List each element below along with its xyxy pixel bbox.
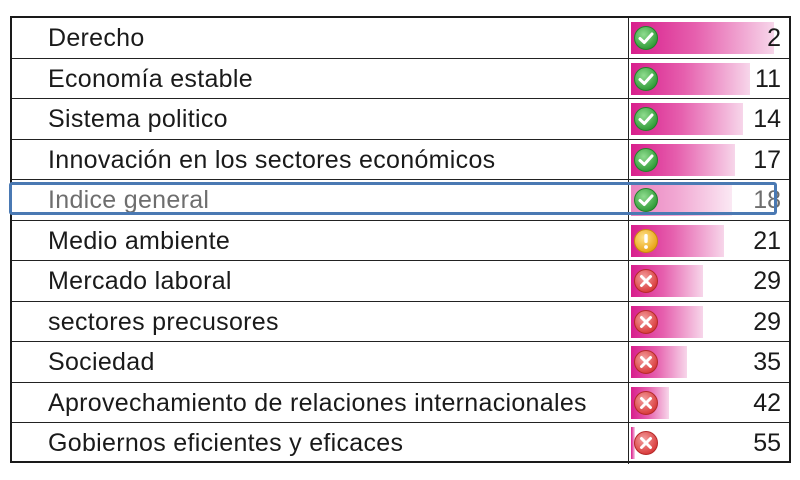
- data-bar: [631, 427, 635, 459]
- row-label: Innovación en los sectores económicos: [48, 145, 496, 174]
- table-row: Indice general 18: [12, 180, 789, 221]
- row-value: 11: [755, 64, 781, 93]
- table-row: Sociedad 35: [12, 342, 789, 383]
- value-cell: 29: [628, 301, 789, 341]
- row-value: 2: [767, 24, 781, 52]
- row-label: Mercado laboral: [48, 267, 232, 295]
- table-row: Mercado laboral 29: [12, 261, 789, 302]
- green-check-icon: [633, 106, 659, 132]
- row-value: 21: [753, 226, 781, 255]
- row-value: 14: [753, 105, 781, 133]
- green-check-icon: [633, 66, 659, 92]
- value-cell: 17: [628, 139, 789, 179]
- table-row: Sistema politico 14: [12, 99, 789, 140]
- row-label: sectores precusores: [48, 307, 279, 336]
- row-value: 42: [753, 388, 781, 417]
- value-cell: 14: [628, 99, 789, 139]
- green-check-icon: [633, 147, 659, 173]
- row-value: 55: [753, 429, 781, 457]
- row-label: Sistema politico: [48, 105, 228, 133]
- value-cell: 18: [628, 180, 789, 220]
- value-cell: 42: [628, 382, 789, 422]
- row-label: Economía estable: [48, 64, 253, 93]
- row-value: 29: [753, 267, 781, 295]
- highlight-box: [9, 182, 777, 215]
- row-label: Sociedad: [48, 348, 155, 376]
- green-check-icon: [633, 25, 659, 51]
- value-cell: 29: [628, 261, 789, 301]
- table-row: Gobiernos eficientes y eficaces 55: [12, 423, 789, 464]
- row-label: Aprovechamiento de relaciones internacio…: [48, 388, 587, 417]
- row-label: Medio ambiente: [48, 226, 231, 255]
- value-cell: 11: [628, 58, 789, 98]
- value-cell: 2: [628, 18, 789, 58]
- row-value: 29: [753, 307, 781, 336]
- red-x-icon: [633, 430, 659, 456]
- row-label: Derecho: [48, 24, 145, 52]
- red-x-icon: [633, 309, 659, 335]
- row-label: Indice general: [48, 186, 210, 214]
- value-cell: 21: [628, 220, 789, 260]
- table-row: Economía estable 11: [12, 58, 789, 99]
- yellow-exclamation-icon: [633, 228, 659, 254]
- row-value: 35: [753, 348, 781, 376]
- table-row: Medio ambiente 21: [12, 220, 789, 261]
- red-x-icon: [633, 349, 659, 375]
- table-row: sectores precusores 29: [12, 301, 789, 342]
- table-row: Derecho 2: [12, 18, 789, 59]
- value-cell: 35: [628, 342, 789, 382]
- value-cell: 55: [628, 423, 789, 464]
- table-row: Innovación en los sectores económicos 17: [12, 139, 789, 180]
- green-check-icon: [633, 187, 659, 213]
- red-x-icon: [633, 268, 659, 294]
- row-label: Gobiernos eficientes y eficaces: [48, 429, 404, 457]
- ranking-table: Derecho 2 Economía estable 11 Sistema politi…: [10, 16, 791, 464]
- table-row: Aprovechamiento de relaciones internacio…: [12, 382, 789, 423]
- red-x-icon: [633, 390, 659, 416]
- row-value: 17: [753, 145, 781, 174]
